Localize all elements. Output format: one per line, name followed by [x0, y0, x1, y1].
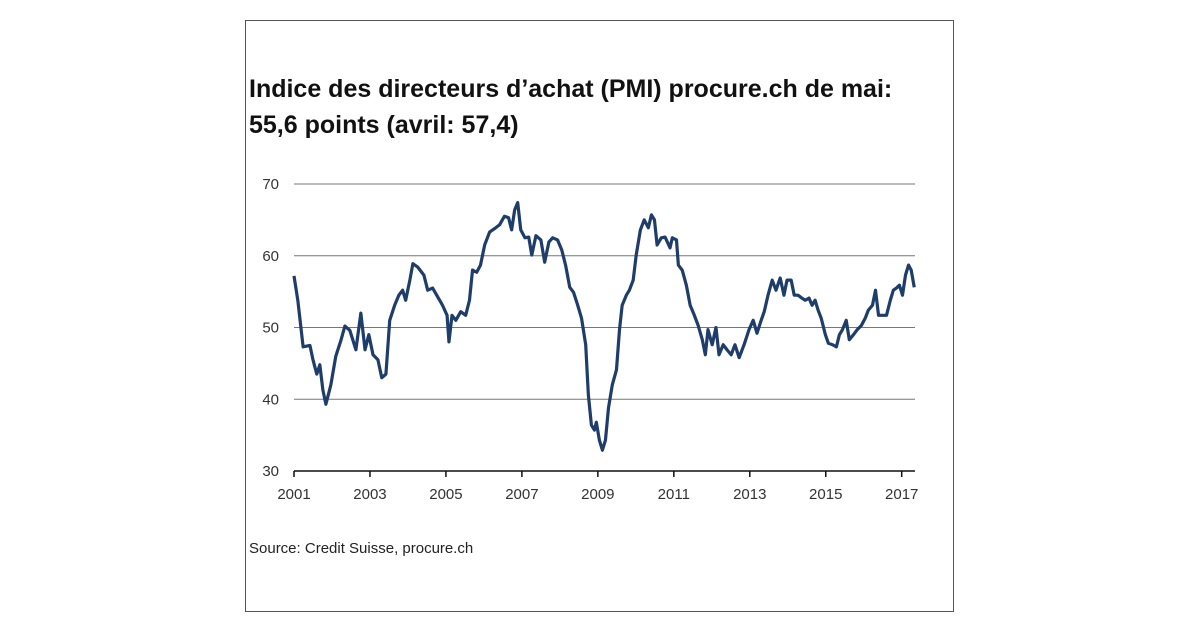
y-tick-label: 30	[262, 463, 279, 480]
x-tick-label: 2009	[581, 486, 614, 503]
x-tick-label: 2003	[353, 486, 386, 503]
plot: 30 40 50 60 70 2001 2003 2005 2007 2009 2011 2013 20…	[262, 176, 918, 503]
x-tick-label: 2015	[809, 486, 842, 503]
x-tick-label: 2017	[885, 486, 918, 503]
frame	[245, 20, 954, 612]
x-tick-label: 2005	[429, 486, 462, 503]
x-tick-label: 2001	[277, 486, 310, 503]
y-tick-label: 40	[262, 391, 279, 408]
y-tick-label: 50	[262, 320, 279, 337]
source: Source: Credit Suisse, procure.ch	[249, 540, 473, 557]
chart-title: 55,6 points (avril: 57,4)	[249, 111, 519, 139]
x-tick-label: 2011	[658, 486, 690, 503]
data-line	[292, 201, 916, 452]
chart-title: Indice des directeurs d’achat (PMI) proc…	[249, 75, 892, 103]
x-tick-label: 2013	[733, 486, 766, 503]
y-tick-label: 70	[262, 176, 279, 193]
x-tick-label: 2007	[505, 486, 538, 503]
y-tick-label: 60	[262, 248, 279, 265]
